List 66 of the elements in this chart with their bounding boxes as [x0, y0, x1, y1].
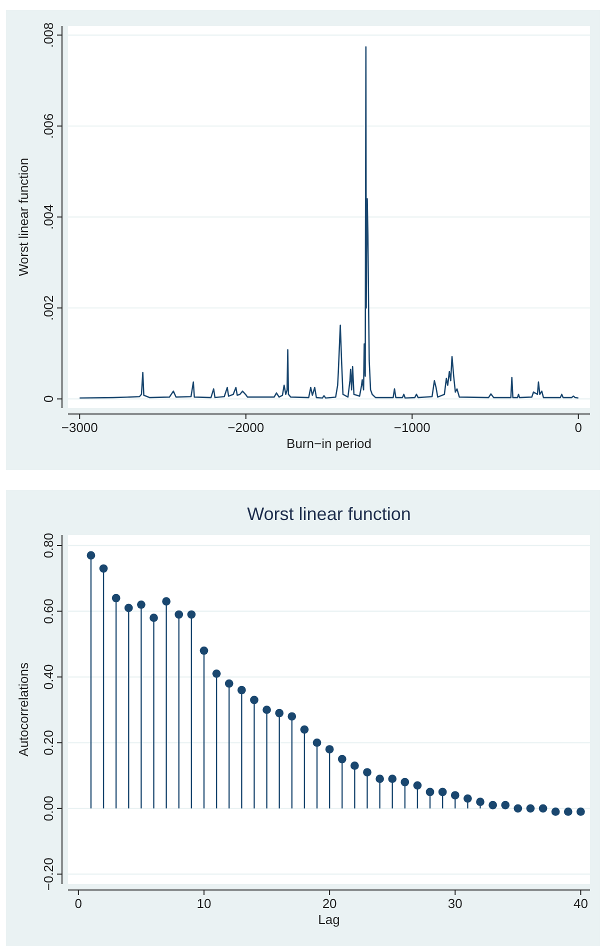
point	[576, 808, 585, 816]
point	[514, 804, 522, 813]
point	[413, 781, 422, 790]
point	[224, 679, 234, 688]
x-tick-label: 40	[573, 896, 588, 911]
y-tick-label: 0.80	[41, 532, 56, 558]
point	[99, 564, 108, 573]
x-tick-label: 0	[74, 896, 82, 911]
point	[137, 600, 146, 609]
point	[538, 804, 548, 813]
point	[338, 754, 346, 764]
point	[187, 610, 196, 619]
y-axis-title: Worst linear function	[16, 158, 31, 276]
point	[325, 745, 334, 754]
point	[275, 708, 284, 718]
point	[212, 669, 221, 678]
point	[312, 738, 322, 747]
point	[174, 610, 184, 619]
x-axis-title: Lag	[318, 912, 340, 927]
point	[476, 798, 484, 806]
point	[501, 800, 510, 810]
y-tick-label: .006	[41, 113, 56, 139]
x-tick-label: 20	[322, 896, 337, 911]
point	[112, 594, 120, 602]
chart-title: Worst linear function	[247, 504, 411, 524]
point	[376, 774, 384, 784]
point	[564, 808, 572, 816]
y-axis-title: Autocorrelations	[16, 662, 31, 756]
y-tick-label: .004	[41, 204, 56, 230]
point	[86, 551, 96, 560]
x-tick-label: 10	[196, 896, 212, 911]
x-tick-label: 30	[448, 896, 462, 911]
point	[162, 597, 171, 606]
point	[388, 774, 397, 784]
x-tick-label: −1000	[394, 420, 430, 435]
y-tick-label: 0.00	[41, 796, 56, 822]
y-tick-label: 0.20	[41, 730, 56, 756]
point	[363, 768, 372, 776]
point	[262, 706, 271, 714]
point	[450, 791, 460, 800]
point	[200, 646, 208, 655]
point	[237, 686, 246, 694]
point	[350, 761, 359, 770]
x-axis-title: Burn−in period	[286, 436, 372, 451]
point	[526, 804, 535, 813]
x-tick-label: −2000	[228, 420, 264, 435]
line-series	[78, 46, 580, 399]
point	[438, 788, 447, 796]
point	[250, 696, 258, 704]
point	[488, 800, 498, 810]
point	[426, 788, 434, 796]
y-tick-label: −0.20	[41, 858, 56, 891]
point	[400, 778, 410, 786]
y-tick-label: .008	[41, 22, 56, 48]
point	[551, 808, 560, 816]
y-tick-label: 0.40	[41, 664, 56, 690]
point	[463, 794, 472, 803]
point	[150, 614, 158, 622]
x-tick-label: 0	[574, 420, 582, 435]
point	[288, 712, 296, 721]
y-tick-label: 0.60	[41, 598, 56, 624]
point	[124, 604, 133, 612]
y-tick-label: 0	[41, 395, 56, 403]
x-tick-label: −3000	[61, 420, 98, 435]
y-tick-label: .002	[41, 295, 56, 321]
point	[300, 725, 309, 734]
